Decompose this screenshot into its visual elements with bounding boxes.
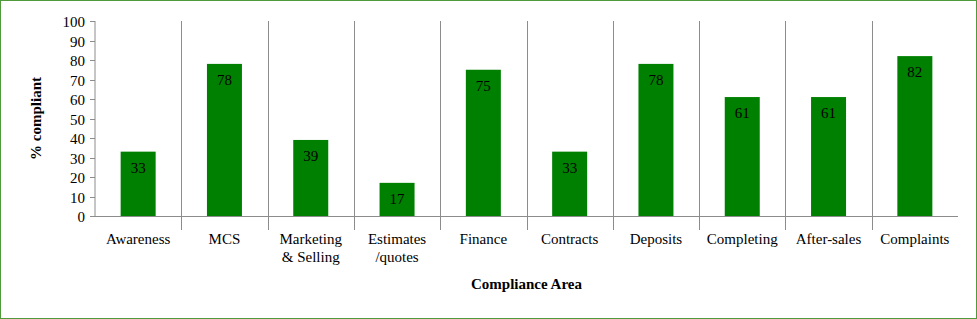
y-tick bbox=[90, 99, 95, 100]
x-tick-label-line: MCS bbox=[209, 231, 241, 247]
y-tick-label: 30 bbox=[70, 151, 85, 167]
y-tick-label: 40 bbox=[70, 131, 85, 147]
x-tick-label: Marketing & Selling bbox=[280, 231, 343, 265]
bar bbox=[638, 64, 673, 216]
x-tick-label-line: Deposits bbox=[630, 231, 683, 247]
x-tick-label: Finance bbox=[460, 231, 508, 247]
y-axis bbox=[95, 21, 96, 216]
y-tick bbox=[90, 138, 95, 139]
data-label: 33 bbox=[131, 160, 146, 176]
category-separator bbox=[613, 21, 614, 230]
bar bbox=[552, 152, 587, 216]
y-tick-label: 60 bbox=[70, 92, 85, 108]
y-tick-label: 0 bbox=[78, 209, 86, 225]
y-tick bbox=[90, 41, 95, 42]
y-tick bbox=[90, 80, 95, 81]
category-separator bbox=[872, 21, 873, 230]
data-label: 39 bbox=[303, 148, 318, 164]
bar bbox=[380, 183, 415, 216]
x-tick-label-line: /quotes bbox=[375, 249, 418, 265]
y-tick bbox=[90, 216, 95, 217]
y-tick-label: 20 bbox=[70, 170, 85, 186]
bar bbox=[466, 70, 501, 216]
chart-border bbox=[1, 1, 977, 319]
y-tick bbox=[90, 197, 95, 198]
category-separator bbox=[699, 21, 700, 230]
data-label: 61 bbox=[821, 105, 836, 121]
x-tick-label-line: Estimates bbox=[368, 231, 426, 247]
x-axis bbox=[95, 216, 958, 217]
x-tick-label: Contracts bbox=[541, 231, 599, 247]
x-tick-label-line: Complaints bbox=[880, 231, 949, 247]
data-label: 78 bbox=[648, 72, 663, 88]
y-axis-title: % compliant bbox=[28, 77, 44, 160]
x-tick-label-line: & Selling bbox=[282, 249, 340, 265]
bar bbox=[293, 140, 328, 216]
y-tick-label: 10 bbox=[70, 190, 85, 206]
x-tick-label-line: After-sales bbox=[796, 231, 862, 247]
category-separator bbox=[181, 21, 182, 230]
category-separator bbox=[440, 21, 441, 230]
y-tick-label: 80 bbox=[70, 53, 85, 69]
x-tick-label-line: Awareness bbox=[106, 231, 171, 247]
x-tick-label: Deposits bbox=[630, 231, 683, 247]
bar bbox=[121, 152, 156, 216]
data-label: 33 bbox=[562, 160, 577, 176]
y-tick-label: 50 bbox=[70, 112, 85, 128]
y-tick-label: 90 bbox=[70, 34, 85, 50]
x-tick-label: Completing bbox=[707, 231, 778, 247]
chart: 0 10 20 30 40 50 60 70 80 90 100 33 78 39 17 75 33 78 61 61… bbox=[0, 0, 977, 319]
y-tick-label: 70 bbox=[70, 73, 85, 89]
y-tick bbox=[90, 119, 95, 120]
bar bbox=[811, 97, 846, 216]
x-tick-label: Awareness bbox=[106, 231, 171, 247]
x-tick-label: MCS bbox=[209, 231, 241, 247]
y-tick bbox=[90, 177, 95, 178]
category-separator bbox=[785, 21, 786, 230]
category-separator bbox=[527, 21, 528, 230]
bar bbox=[897, 56, 932, 216]
x-tick-label-line: Contracts bbox=[541, 231, 599, 247]
y-tick-label: 100 bbox=[63, 14, 86, 30]
x-axis-title: Compliance Area bbox=[471, 276, 582, 292]
data-label: 17 bbox=[390, 191, 406, 207]
x-tick-label: Estimates/quotes bbox=[368, 231, 426, 265]
data-label: 75 bbox=[476, 78, 491, 94]
category-separator bbox=[354, 21, 355, 230]
bar bbox=[725, 97, 760, 216]
data-label: 61 bbox=[735, 105, 750, 121]
y-tick bbox=[90, 21, 95, 22]
bar bbox=[207, 64, 242, 216]
y-tick bbox=[90, 158, 95, 159]
x-tick-label: After-sales bbox=[796, 231, 862, 247]
data-label: 82 bbox=[907, 64, 922, 80]
x-tick-label-line: Finance bbox=[460, 231, 508, 247]
category-separator bbox=[268, 21, 269, 230]
bars bbox=[121, 56, 933, 216]
data-label: 78 bbox=[217, 72, 232, 88]
y-tick bbox=[90, 60, 95, 61]
x-tick-label-line: Completing bbox=[707, 231, 778, 247]
x-tick-label-line: Marketing bbox=[280, 231, 343, 247]
x-tick-label: Complaints bbox=[880, 231, 949, 247]
